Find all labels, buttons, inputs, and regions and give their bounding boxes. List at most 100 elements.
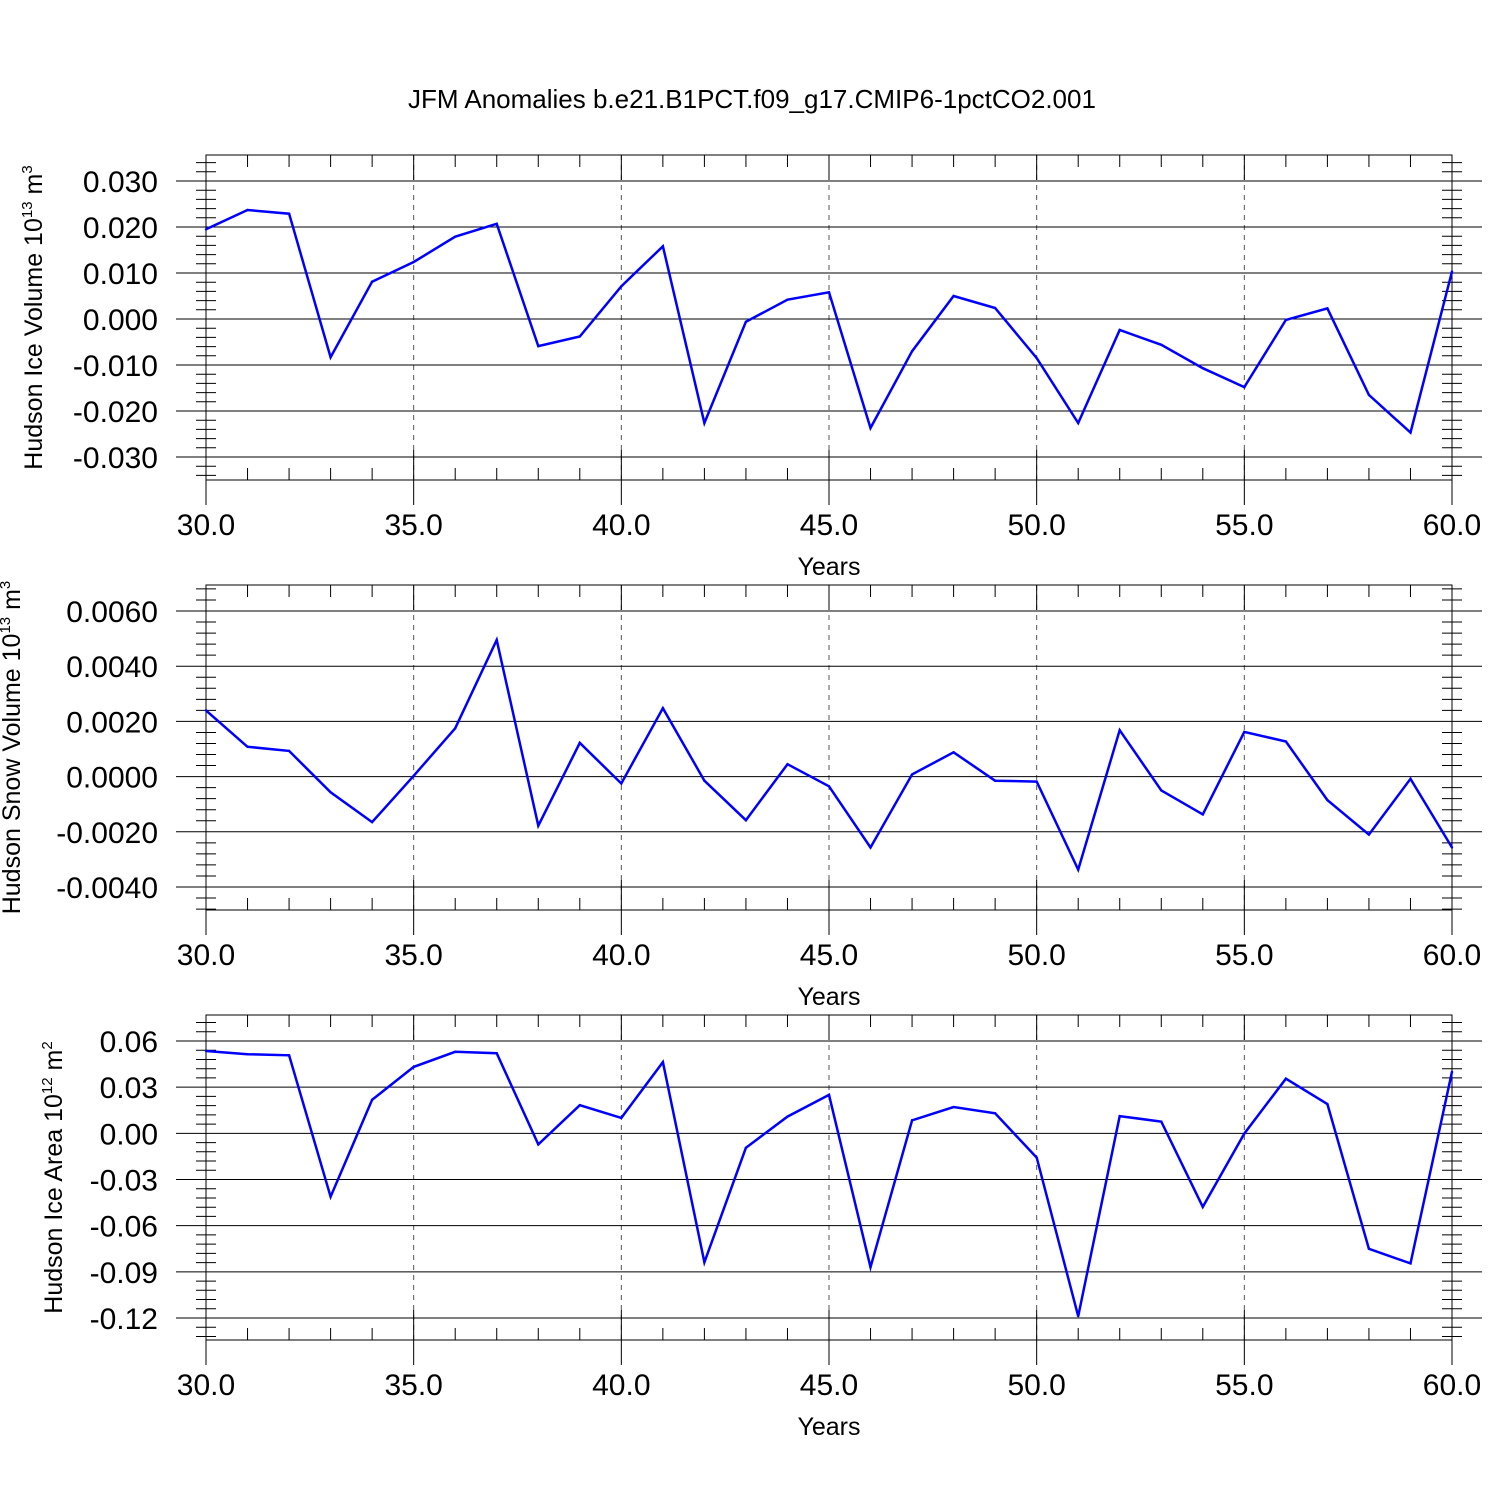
y-tick-label: -0.09 [90,1257,158,1290]
x-tick-label: 55.0 [1215,509,1273,542]
y-tick-label: 0.000 [83,304,158,337]
data-point [204,228,208,231]
y-tick-label: 0.0040 [66,651,158,684]
x-tick-label: 60.0 [1423,1369,1481,1402]
data-point [661,245,665,248]
x-tick-label: 35.0 [384,509,442,542]
data-point [869,846,872,849]
data-point [1077,868,1080,871]
y-tick-label: 0.0060 [66,596,158,629]
data-point [952,294,955,298]
x-tick-label: 55.0 [1215,1369,1273,1402]
data-point [703,779,706,782]
y-tick-label: -0.020 [73,396,158,429]
data-point [1201,367,1205,370]
data-point [869,1266,872,1269]
y-tick-label: -0.12 [90,1303,158,1336]
y-axis-label-text: Hudson Snow Volume 10 [0,634,26,915]
data-point [495,638,498,642]
y-tick-label: -0.06 [90,1211,158,1244]
data-point [1035,1156,1038,1159]
data-point [1450,1070,1454,1073]
data-point [1326,1102,1329,1106]
data-point [204,709,208,712]
data-point [329,791,332,794]
x-tick-label: 30.0 [177,1369,235,1402]
y-tick-label: -0.03 [90,1165,158,1198]
y-tick-label: 0.010 [83,258,158,291]
y-tick-label: 0.00 [100,1118,158,1151]
data-point [1367,833,1371,836]
y-axis-label-unit-exponent: 3 [0,581,14,589]
panel-3: -0.12 -0.09 -0.06 -0.03 0.00 0.03 0.06 30.0 35.0… [39,1014,1482,1441]
data-point [1243,730,1246,734]
data-point [1035,780,1038,783]
y-axis-label-unit: m [20,174,48,202]
data-point [1367,393,1371,397]
data-point [827,1093,831,1097]
data-point [827,785,831,788]
x-tick-label: 60.0 [1423,939,1481,972]
x-tick-label: 50.0 [1007,509,1065,542]
data-point [661,1060,665,1064]
data-point [370,820,374,824]
x-axis-label: Years [797,553,860,581]
x-tick-label: 60.0 [1423,509,1481,542]
data-point [1201,813,1205,816]
data-point [1326,307,1329,310]
data-point [993,1112,997,1115]
data-point [1201,1205,1205,1209]
y-axis-label-exponent: 12 [39,1077,56,1094]
chart-title: JFM Anomalies b.e21.B1PCT.f09_g17.CMIP6-… [408,84,1096,114]
data-point [578,335,581,338]
y-tick-label: 0.06 [100,1026,158,1059]
x-tick-label: 30.0 [177,509,235,542]
data-point [537,344,540,348]
y-axis-label: Hudson Ice Volume 1013 m3 [19,165,48,469]
y-tick-label: -0.0040 [56,872,158,905]
data-point [703,1261,706,1264]
data-point [495,1051,498,1055]
data-point [329,355,332,359]
data-point [495,222,498,225]
data-point [287,1054,291,1057]
data-point [204,1049,208,1053]
data-point [786,762,789,766]
data-point [578,1103,581,1107]
x-tick-label: 35.0 [384,939,442,972]
data-point [661,706,665,710]
data-point [1284,740,1288,743]
data-point [1409,777,1412,781]
y-tick-label: 0.0000 [66,762,158,795]
data-point [1077,1314,1080,1318]
y-axis-label-text: Hudson Ice Volume 10 [20,218,48,470]
y-tick-label: 0.0020 [66,706,158,739]
data-point [1160,343,1163,346]
data-point [412,774,415,777]
x-tick-label: 40.0 [592,509,650,542]
data-point [412,1065,415,1069]
data-point [454,235,457,238]
x-tick-label: 45.0 [800,1369,858,1402]
x-tick-label: 50.0 [1007,1369,1065,1402]
x-tick-label: 55.0 [1215,939,1273,972]
data-point [786,1115,789,1118]
data-point [287,749,291,753]
data-point [246,208,249,212]
chart-panels: -0.030-0.020-0.0100.0000.0100.0200.03030… [0,154,1482,1441]
x-axis-label: Years [797,1413,860,1441]
y-axis-label-exponent: 13 [0,617,14,634]
data-point [744,819,748,822]
data-point [620,782,623,785]
x-axis-label: Years [797,983,860,1011]
data-point [537,1143,540,1146]
panel-1: -0.030 -0.020 -0.010 0.000 0.010 0.020 0.030 30… [19,154,1482,581]
data-point [993,779,997,782]
data-point [412,260,415,264]
data-point [952,751,955,754]
y-axis-label-unit-exponent: 2 [39,1041,56,1049]
data-point [744,320,748,323]
data-point [537,824,540,827]
data-point [910,773,914,776]
